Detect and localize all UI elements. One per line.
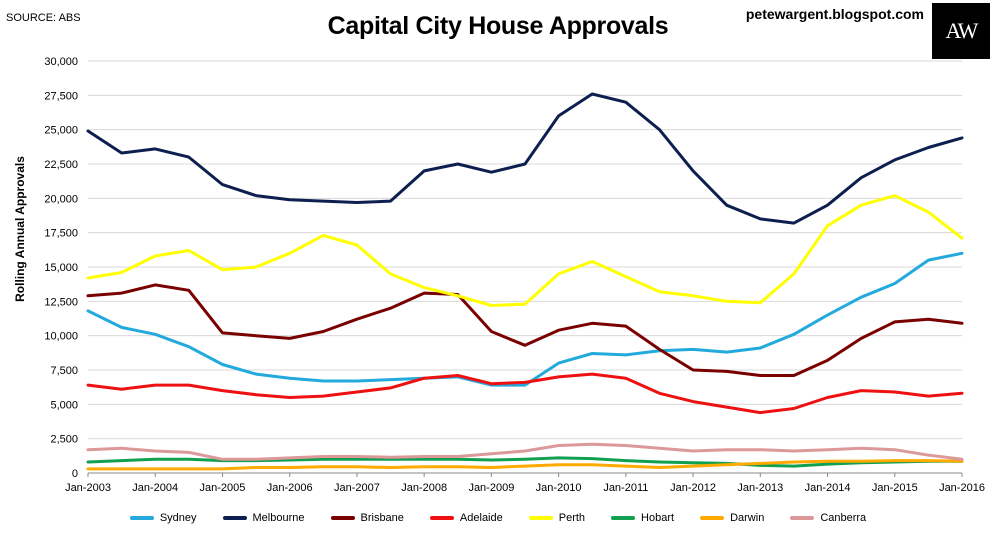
legend-item-adelaide: Adelaide <box>429 512 503 524</box>
y-tick-label: 22,500 <box>44 159 78 171</box>
legend-item-perth: Perth <box>528 512 586 524</box>
x-tick-label: Jan-2009 <box>468 482 514 494</box>
y-tick-label: 25,000 <box>44 125 78 137</box>
legend-label: Canberra <box>820 512 867 524</box>
legend-label: Melbourne <box>252 512 305 524</box>
y-tick-label: 15,000 <box>44 262 78 274</box>
y-tick-label: 27,500 <box>44 90 78 102</box>
legend-swatch <box>429 516 454 520</box>
y-tick-label: 0 <box>72 468 78 480</box>
series-line-canberra <box>86 442 964 461</box>
site-url[interactable]: petewargent.blogspot.com <box>745 6 924 22</box>
y-tick-label: 10,000 <box>44 331 78 343</box>
x-tick-label: Jan-2005 <box>200 482 246 494</box>
legend-label: Perth <box>558 512 586 524</box>
gridlines <box>88 60 962 440</box>
legend-label: Adelaide <box>459 512 503 524</box>
y-tick-label: 7,500 <box>50 365 78 377</box>
legend-swatch <box>790 516 815 520</box>
x-tick-label: Jan-2015 <box>872 482 918 494</box>
x-tick-label: Jan-2006 <box>267 482 313 494</box>
legend-swatch <box>222 516 247 520</box>
legend-swatch <box>528 516 553 520</box>
x-tick-label: Jan-2010 <box>536 482 582 494</box>
legend-label: Sydney <box>159 512 197 524</box>
x-tick-labels: Jan-2003 Jan-2004 Jan-2005 Jan-2006 Jan-2007… <box>65 473 985 494</box>
y-tick-label: 12,500 <box>44 296 78 308</box>
y-tick-label: 30,000 <box>44 56 78 68</box>
legend-swatch <box>129 516 154 520</box>
aw-logo: AW <box>932 3 990 59</box>
y-tick-label: 20,000 <box>44 193 78 205</box>
y-tick-label: 5,000 <box>50 399 78 411</box>
y-tick-labels: 0 2,500 5,000 7,500 10,000 12,500 15,000 17,500… <box>44 56 78 480</box>
legend-item-hobart: Hobart <box>611 512 674 524</box>
source-note: SOURCE: ABS <box>6 12 81 24</box>
legend-swatch <box>700 516 725 520</box>
legend-swatch <box>611 516 636 520</box>
x-tick-label: Jan-2012 <box>670 482 716 494</box>
legend-item-melbourne: Melbourne <box>222 512 305 524</box>
legend-item-darwin: Darwin <box>700 512 764 524</box>
legend-item-canberra: Canberra <box>790 512 866 524</box>
legend: Sydney Melbourne Brisbane Adelaide Perth Hoba… <box>0 512 996 524</box>
x-tick-label: Jan-2011 <box>603 482 648 494</box>
legend-item-sydney: Sydney <box>129 512 197 524</box>
logo-text: AW <box>945 18 979 43</box>
y-tick-label: 2,500 <box>50 434 78 446</box>
legend-swatch <box>330 516 355 520</box>
series-line-perth <box>86 194 964 307</box>
x-tick-label: Jan-2014 <box>805 482 851 494</box>
legend-label: Hobart <box>641 512 675 524</box>
legend-item-brisbane: Brisbane <box>330 512 404 524</box>
y-tick-label: 17,500 <box>44 228 78 240</box>
legend-label: Brisbane <box>360 512 404 524</box>
series-line-darwin <box>86 459 964 471</box>
x-tick-label: Jan-2016 <box>939 482 985 494</box>
x-tick-label: Jan-2004 <box>132 482 178 494</box>
series-line-melbourne <box>86 92 964 225</box>
chart-title: Capital City House Approvals <box>327 12 669 40</box>
series-line-brisbane <box>86 283 964 377</box>
series-line-adelaide <box>86 372 964 415</box>
x-tick-label: Jan-2008 <box>401 482 447 494</box>
x-tick-label: Jan-2013 <box>737 482 783 494</box>
x-tick-label: Jan-2007 <box>334 482 380 494</box>
line-chart: 0 2,500 5,000 7,500 10,000 12,500 15,000 17,500… <box>44 56 985 494</box>
series-line-sydney <box>86 251 964 387</box>
x-tick-label: Jan-2003 <box>65 482 111 494</box>
legend-label: Darwin <box>730 512 765 524</box>
series-lines <box>86 92 964 471</box>
